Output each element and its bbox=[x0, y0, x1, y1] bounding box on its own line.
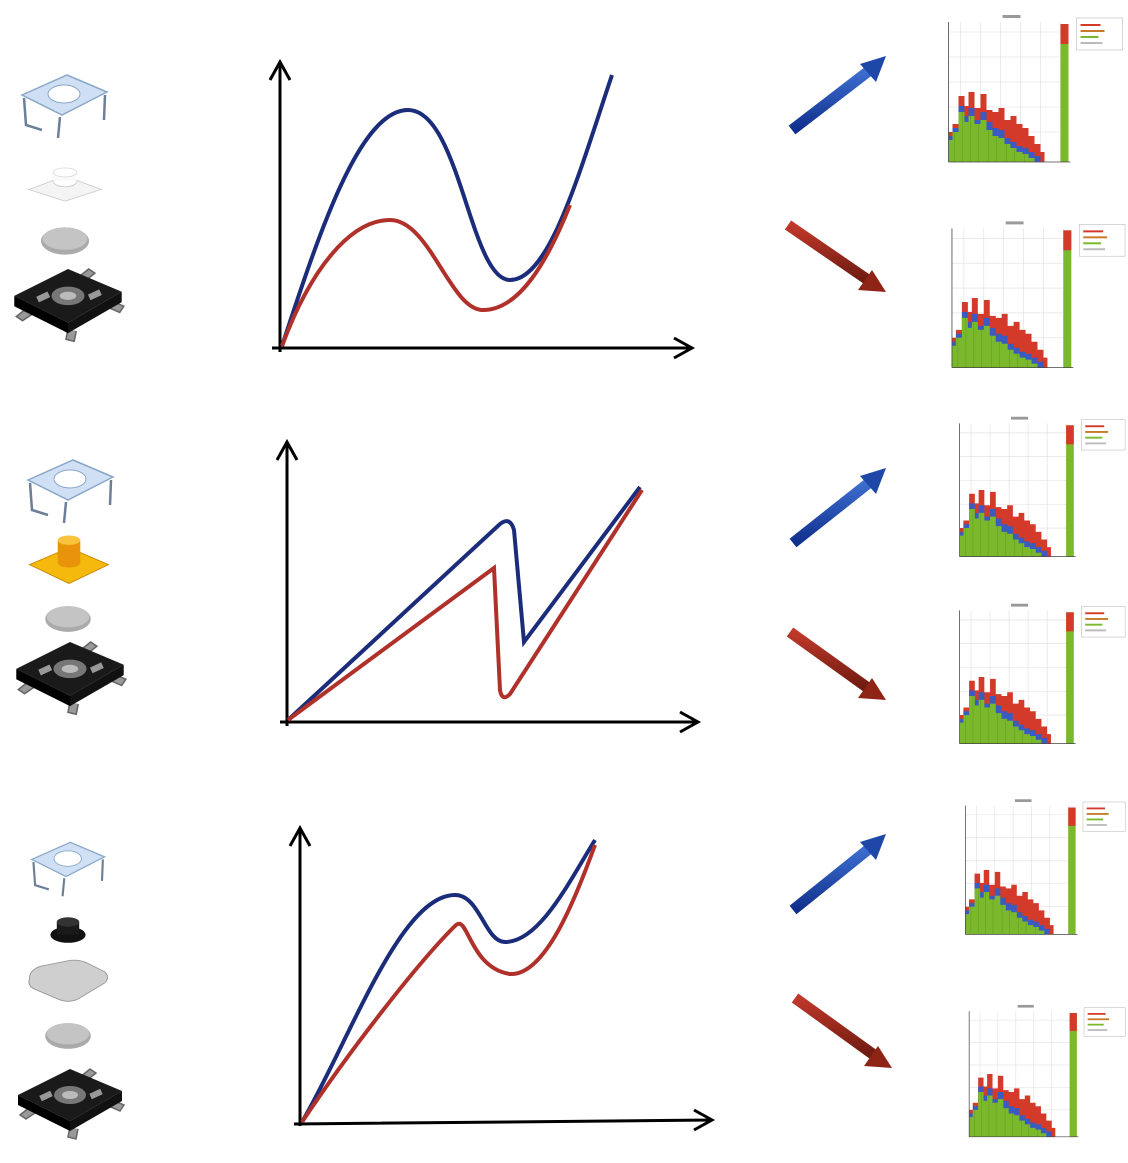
y-axis bbox=[270, 62, 290, 352]
base-icon bbox=[16, 642, 126, 714]
x-axis bbox=[280, 712, 698, 732]
row-2 bbox=[16, 414, 1128, 753]
histogram-thumbnail bbox=[944, 218, 1128, 377]
dome-icon bbox=[41, 227, 89, 254]
components bbox=[16, 460, 126, 714]
blue-curve bbox=[282, 75, 612, 346]
histogram-thumbnail bbox=[962, 1002, 1128, 1146]
frame-icon bbox=[28, 460, 113, 523]
red-arrow bbox=[790, 632, 868, 688]
plate-icon bbox=[29, 960, 108, 1001]
frame-icon bbox=[22, 75, 107, 138]
force-travel-graph bbox=[277, 442, 698, 732]
red-arrow bbox=[795, 998, 874, 1055]
x-axis bbox=[294, 1110, 712, 1130]
histogram-thumbnail bbox=[952, 414, 1128, 566]
x-axis bbox=[272, 338, 692, 358]
page: (() => { const data = JSON.parse(documen… bbox=[0, 0, 1128, 1163]
components bbox=[18, 842, 124, 1139]
cap-icon bbox=[29, 168, 101, 201]
row-3 bbox=[18, 796, 1128, 1145]
blue-curve bbox=[302, 840, 595, 1122]
base-icon bbox=[18, 1069, 124, 1139]
blue-arrow bbox=[792, 70, 870, 130]
force-travel-graph bbox=[270, 62, 692, 358]
components bbox=[14, 75, 124, 341]
y-axis bbox=[277, 442, 297, 726]
cap-icon bbox=[30, 536, 109, 584]
dome-icon bbox=[45, 606, 91, 632]
diagram bbox=[0, 0, 1128, 1163]
histogram-thumbnail bbox=[958, 796, 1128, 943]
red-curve bbox=[288, 490, 642, 720]
y-axis bbox=[290, 828, 310, 1126]
force-travel-graph bbox=[290, 828, 712, 1130]
row-1 bbox=[14, 12, 1128, 378]
red-curve bbox=[302, 845, 595, 1122]
blue-curve bbox=[288, 487, 640, 720]
histogram-thumbnail bbox=[941, 12, 1126, 172]
red-arrow bbox=[788, 225, 868, 280]
histogram-thumbnail bbox=[952, 601, 1128, 753]
blue-arrow bbox=[793, 848, 870, 910]
base-icon bbox=[14, 269, 124, 341]
blue-arrow bbox=[793, 482, 870, 543]
frame-icon bbox=[32, 842, 105, 896]
dome-icon bbox=[45, 1023, 91, 1049]
cap-icon bbox=[50, 917, 85, 943]
